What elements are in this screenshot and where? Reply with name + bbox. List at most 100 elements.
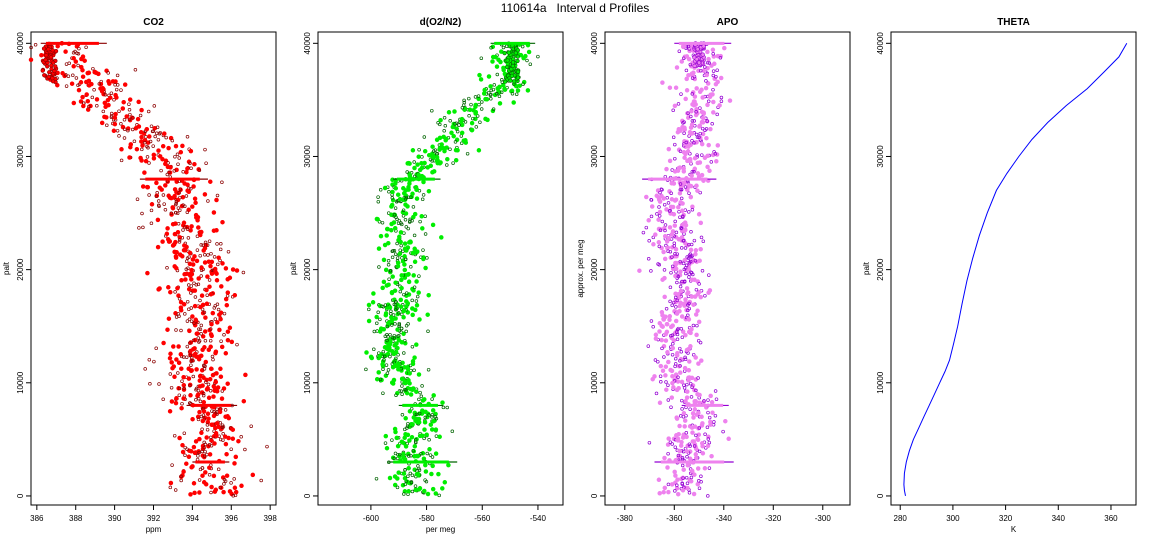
data-point xyxy=(721,429,725,434)
data-point xyxy=(170,138,175,143)
data-point xyxy=(203,339,208,343)
data-point xyxy=(650,376,655,382)
data-point xyxy=(205,274,210,279)
data-point xyxy=(459,141,464,146)
data-point xyxy=(71,100,77,106)
data-point xyxy=(678,215,682,219)
data-point xyxy=(235,342,239,347)
data-point xyxy=(674,311,680,316)
data-point xyxy=(510,60,516,65)
data-point xyxy=(673,219,677,224)
data-point xyxy=(397,321,402,326)
data-point xyxy=(213,487,219,493)
data-point xyxy=(409,480,414,484)
data-point xyxy=(687,158,693,164)
data-point xyxy=(385,333,389,337)
data-point xyxy=(265,444,269,449)
data-point xyxy=(190,204,195,209)
data-point xyxy=(225,381,230,386)
data-point xyxy=(259,478,263,483)
data-point xyxy=(700,131,706,137)
data-point xyxy=(433,451,439,456)
data-point xyxy=(666,383,670,387)
data-point xyxy=(172,169,177,173)
data-point xyxy=(71,56,76,61)
data-point xyxy=(173,154,177,159)
data-point xyxy=(145,184,151,190)
data-point xyxy=(182,386,186,391)
data-point xyxy=(229,481,233,485)
data-point xyxy=(399,326,404,331)
y-tick-label: 0 xyxy=(16,493,25,498)
data-point xyxy=(425,256,429,260)
data-point xyxy=(40,68,45,73)
data-point xyxy=(396,311,401,315)
data-point xyxy=(405,272,411,277)
plot-frame xyxy=(890,31,1137,506)
data-point xyxy=(703,432,707,437)
data-point xyxy=(686,317,692,322)
data-point xyxy=(151,144,155,148)
data-point xyxy=(165,226,170,231)
data-point xyxy=(376,246,382,251)
data-point xyxy=(662,275,667,281)
data-point xyxy=(669,333,673,338)
chart-title: THETA xyxy=(997,17,1030,28)
data-point xyxy=(406,322,410,326)
y-axis-label: palt xyxy=(2,261,11,275)
data-point xyxy=(67,61,71,66)
data-point xyxy=(412,368,416,373)
data-point xyxy=(232,477,236,481)
data-point xyxy=(699,172,705,178)
data-point xyxy=(713,81,719,87)
chart-title: APO xyxy=(717,17,739,28)
data-point xyxy=(92,88,96,92)
data-point xyxy=(410,298,414,303)
data-point xyxy=(133,68,138,72)
data-point xyxy=(660,346,664,351)
data-point xyxy=(154,346,158,351)
data-point xyxy=(701,111,706,117)
data-point xyxy=(525,58,529,63)
data-point xyxy=(51,60,56,65)
data-point xyxy=(692,407,698,412)
data-point xyxy=(105,123,109,128)
data-point xyxy=(711,87,715,92)
data-point xyxy=(52,68,57,74)
data-point xyxy=(727,98,733,103)
data-point xyxy=(186,454,192,460)
data-point xyxy=(505,64,510,70)
data-point xyxy=(403,257,408,262)
data-point xyxy=(220,261,225,266)
data-point xyxy=(673,295,678,300)
data-point xyxy=(406,465,411,471)
data-point xyxy=(175,285,180,291)
data-point xyxy=(501,45,506,50)
data-point xyxy=(177,156,181,160)
data-point xyxy=(455,129,460,134)
data-point xyxy=(163,183,168,188)
data-point xyxy=(411,449,417,454)
data-point xyxy=(666,146,672,152)
data-point xyxy=(666,359,671,365)
data-point xyxy=(184,169,189,175)
data-point xyxy=(662,233,668,239)
data-points xyxy=(364,41,540,498)
data-point xyxy=(168,372,173,376)
data-point xyxy=(191,374,196,379)
data-point xyxy=(673,364,677,369)
data-point xyxy=(49,66,54,71)
data-point xyxy=(697,135,701,140)
data-point xyxy=(676,453,681,458)
data-point xyxy=(410,286,415,292)
data-point xyxy=(130,127,135,132)
data-point xyxy=(694,287,699,292)
data-point xyxy=(666,398,671,402)
data-point xyxy=(665,442,671,447)
data-point xyxy=(426,329,430,334)
data-point xyxy=(414,196,420,201)
data-point xyxy=(122,82,128,87)
data-point xyxy=(400,384,404,388)
data-point xyxy=(675,280,679,285)
data-point xyxy=(201,243,205,248)
